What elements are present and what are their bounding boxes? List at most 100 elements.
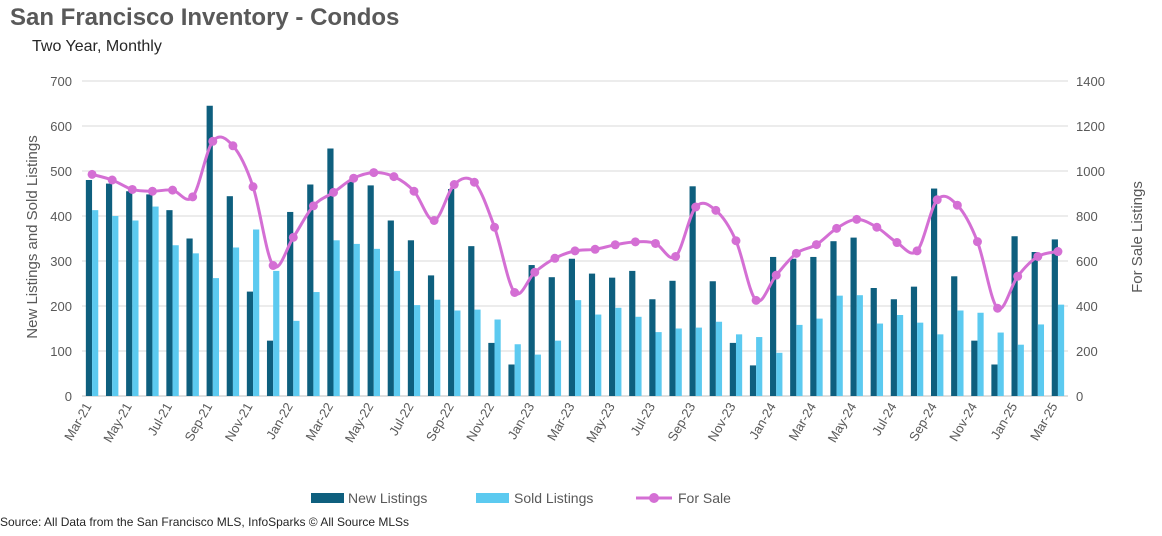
bar-new-listings bbox=[528, 265, 535, 396]
bar-sold-listings bbox=[816, 318, 823, 396]
for-sale-point bbox=[1033, 252, 1043, 261]
bar-new-listings bbox=[850, 237, 857, 396]
y2-tick-label: 600 bbox=[1076, 254, 1098, 269]
for-sale-point bbox=[208, 136, 218, 146]
for-sale-point bbox=[731, 236, 741, 246]
bar-new-listings bbox=[669, 280, 676, 396]
bar-sold-listings bbox=[876, 323, 884, 396]
bar-new-listings bbox=[508, 364, 515, 396]
bar-new-listings bbox=[266, 340, 274, 396]
bar-sold-listings bbox=[132, 220, 139, 396]
bar-sold-listings bbox=[977, 312, 984, 396]
for-sale-point bbox=[671, 252, 681, 261]
bar-new-listings bbox=[1051, 239, 1058, 396]
for-sale-point bbox=[490, 222, 500, 232]
bar-new-listings bbox=[770, 256, 777, 396]
bar-new-listings bbox=[1011, 236, 1018, 396]
for-sale-point bbox=[308, 201, 318, 211]
for-sale-point bbox=[872, 222, 882, 232]
for-sale-point bbox=[248, 182, 258, 192]
for-sale-point bbox=[127, 184, 137, 194]
bar-sold-listings bbox=[735, 334, 743, 396]
x-tick-label: Nov-22 bbox=[463, 400, 497, 444]
bar-sold-listings bbox=[796, 324, 803, 396]
x-tick-label: Nov-21 bbox=[222, 400, 256, 444]
bar-sold-listings bbox=[454, 310, 461, 396]
bar-new-listings bbox=[588, 273, 596, 396]
x-axis-ticks: Mar-21 May-21 Jul-21 Sep-21 Nov-21 Jan-22 Mar-… bbox=[61, 400, 1060, 445]
for-sale-point bbox=[650, 238, 660, 248]
bar-new-listings bbox=[347, 181, 354, 396]
bar-new-listings bbox=[709, 281, 716, 396]
bar-sold-listings bbox=[1017, 344, 1024, 396]
for-sale-point bbox=[811, 240, 821, 250]
bar-new-listings bbox=[1031, 252, 1038, 396]
x-tick-label: Jan-22 bbox=[263, 400, 296, 442]
bar-sold-listings bbox=[856, 295, 863, 396]
x-tick-label: Jul-22 bbox=[386, 400, 417, 438]
x-tick-label: May-22 bbox=[342, 400, 377, 445]
bar-new-listings bbox=[951, 276, 958, 396]
for-sale-point bbox=[711, 205, 721, 215]
for-sale-point bbox=[87, 169, 97, 179]
bar-sold-listings bbox=[836, 295, 843, 396]
bar-sold-listings bbox=[112, 216, 119, 396]
bar-new-listings bbox=[105, 183, 113, 396]
x-tick-label: Jan-24 bbox=[746, 400, 779, 442]
bar-new-listings bbox=[206, 105, 213, 396]
for-sale-point bbox=[429, 216, 439, 225]
for-sale-point bbox=[771, 270, 781, 280]
for-sale-point bbox=[993, 303, 1003, 313]
bar-sold-listings bbox=[494, 319, 501, 396]
bar-series bbox=[85, 105, 1065, 396]
for-sale-point bbox=[268, 261, 278, 270]
y2-tick-label: 1000 bbox=[1076, 164, 1105, 179]
legend-swatch-for-sale-marker bbox=[649, 493, 659, 503]
for-sale-point bbox=[188, 192, 198, 202]
bar-new-listings bbox=[307, 184, 314, 396]
bar-sold-listings bbox=[192, 253, 199, 396]
bar-sold-listings bbox=[615, 307, 622, 396]
y-tick-label: 700 bbox=[50, 74, 72, 89]
bar-new-listings bbox=[226, 196, 233, 396]
x-tick-label: Mar-22 bbox=[303, 400, 337, 443]
x-tick-label: Mar-21 bbox=[61, 400, 95, 443]
bar-new-listings bbox=[548, 277, 555, 396]
y2-tick-label: 800 bbox=[1076, 209, 1098, 224]
for-sale-point bbox=[369, 168, 379, 178]
bar-sold-listings bbox=[554, 340, 562, 396]
bar-sold-listings bbox=[253, 229, 260, 396]
bar-new-listings bbox=[287, 211, 294, 396]
bar-new-listings bbox=[367, 185, 374, 396]
for-sale-point bbox=[168, 185, 178, 195]
for-sale-point bbox=[510, 288, 520, 297]
for-sale-point bbox=[590, 244, 600, 254]
legend-swatch-sold-listings bbox=[476, 493, 509, 503]
x-tick-label: Nov-24 bbox=[946, 400, 980, 444]
bar-new-listings bbox=[890, 299, 897, 396]
x-tick-label: Sep-24 bbox=[906, 400, 940, 444]
bar-new-listings bbox=[790, 258, 797, 396]
bar-new-listings bbox=[971, 340, 978, 396]
bar-new-listings bbox=[186, 238, 193, 396]
bar-sold-listings bbox=[353, 243, 360, 396]
y2-tick-label: 1200 bbox=[1076, 119, 1105, 134]
chart-title: San Francisco Inventory - Condos bbox=[10, 4, 400, 31]
for-sale-point bbox=[288, 232, 298, 242]
bar-sold-listings bbox=[595, 314, 602, 396]
x-tick-label: Mar-25 bbox=[1027, 400, 1061, 443]
bar-new-listings bbox=[407, 240, 415, 396]
for-sale-point bbox=[952, 200, 962, 210]
x-tick-label: Jan-23 bbox=[504, 400, 537, 442]
x-tick-label: Sep-23 bbox=[664, 400, 698, 444]
right-axis-ticks: 0 200 400 600 800 1000 1200 1400 bbox=[1076, 74, 1105, 404]
for-sale-point bbox=[329, 187, 339, 197]
bar-sold-listings bbox=[534, 354, 541, 396]
bar-new-listings bbox=[85, 180, 93, 396]
source-note: Source: All Data from the San Francisco … bbox=[0, 515, 410, 529]
x-tick-label: Jul-23 bbox=[627, 400, 658, 438]
bar-sold-listings bbox=[414, 305, 421, 396]
bar-new-listings bbox=[568, 258, 575, 396]
bar-sold-listings bbox=[92, 210, 99, 396]
bar-sold-listings bbox=[172, 245, 179, 396]
